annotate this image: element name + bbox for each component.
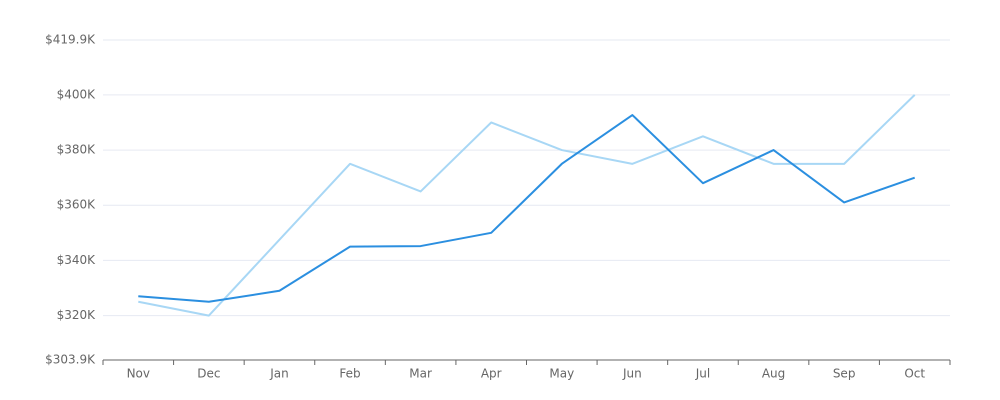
series-line: [138, 114, 916, 303]
y-tick-label: $320K: [57, 308, 97, 322]
x-tick-label: Aug: [762, 367, 785, 381]
x-tick-label: Nov: [127, 367, 150, 381]
y-tick-label: $340K: [57, 253, 97, 267]
x-tick-label: Dec: [197, 367, 220, 381]
y-tick-label: $419.9K: [45, 33, 96, 47]
x-tick-label: May: [549, 367, 574, 381]
x-tick-label: Jan: [269, 367, 289, 381]
x-tick-label: Feb: [339, 367, 360, 381]
x-tick-label: Mar: [409, 367, 432, 381]
x-tick-label: Jun: [622, 367, 642, 381]
x-tick-label: Oct: [904, 367, 925, 381]
x-tick-label: Apr: [481, 367, 502, 381]
y-tick-label: $400K: [57, 87, 97, 101]
x-tick-label: Jul: [695, 367, 710, 381]
series-line: [138, 94, 916, 317]
y-tick-label: $360K: [57, 198, 97, 212]
x-tick-label: Sep: [833, 367, 856, 381]
y-tick-label: $380K: [57, 143, 97, 157]
y-tick-label: $303.9K: [45, 353, 96, 367]
